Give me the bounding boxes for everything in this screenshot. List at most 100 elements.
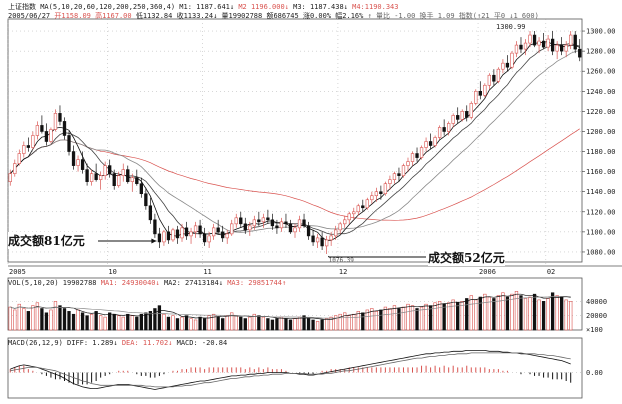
- candle-up: [31, 135, 35, 148]
- volume-bar: [153, 308, 157, 331]
- volume-bar: [496, 295, 501, 331]
- volume-bar: [550, 292, 555, 331]
- x-tick-label: 2005: [9, 268, 26, 276]
- volume-bar: [44, 312, 49, 331]
- candle-up: [564, 44, 568, 52]
- volume-bar: [144, 312, 148, 331]
- candle-down: [306, 225, 311, 237]
- candle-down: [67, 135, 71, 152]
- amp-label: 幅2.16%: [335, 12, 364, 20]
- volume-bar: [80, 312, 85, 331]
- volume-bar: [230, 312, 234, 331]
- volume-bar: [135, 316, 139, 331]
- volume-bar: [198, 316, 202, 331]
- y-tick-label: 1140.00: [586, 188, 616, 196]
- candle-down: [465, 111, 469, 118]
- volume-bar: [13, 309, 17, 331]
- candle-up: [546, 38, 550, 48]
- volume-bar: [17, 303, 21, 331]
- candle-down: [311, 235, 315, 243]
- candle-up: [103, 165, 107, 176]
- volume-bar: [510, 293, 514, 331]
- volume-bar: [370, 308, 374, 331]
- volume-bar: [397, 308, 401, 331]
- volume-bar: [532, 293, 537, 331]
- candle-down: [126, 169, 130, 182]
- vol-ma3-label: MA3: 29851744↑: [227, 279, 287, 287]
- volume-bar: [98, 315, 103, 331]
- candle-down: [284, 221, 288, 225]
- candle-down: [157, 233, 162, 243]
- candle-down: [578, 48, 582, 58]
- volume-bar: [569, 301, 573, 331]
- volume-bar: [275, 318, 279, 331]
- volume-bar: [284, 318, 288, 331]
- volume-bar: [456, 302, 460, 331]
- ma4-label: M4:1190.343: [352, 3, 399, 11]
- candle-down: [320, 237, 324, 247]
- y-tick-label: 1180.00: [586, 148, 616, 156]
- candle-down: [58, 113, 62, 122]
- volume-bar: [505, 296, 510, 331]
- candle-down: [243, 223, 247, 231]
- candle-down: [62, 121, 67, 136]
- candle-up: [329, 235, 333, 241]
- candle-up: [483, 84, 487, 96]
- ma1-label: M1: 1187.641↓: [179, 3, 235, 11]
- volume-bar: [221, 318, 225, 331]
- candle-down: [550, 38, 555, 52]
- volume-bar: [474, 299, 478, 331]
- candle-up: [279, 221, 284, 229]
- macd-header: MACD(26,12,9) DIFF: 1.289↓ DEA: 11.702↓ …: [8, 339, 227, 347]
- candle-down: [428, 141, 433, 146]
- volume-bar: [117, 315, 121, 331]
- candle-down: [148, 205, 153, 221]
- volume-bar: [541, 301, 546, 331]
- candle-up: [315, 237, 320, 243]
- volume-bar: [460, 301, 464, 331]
- candle-up: [230, 223, 234, 235]
- candle-up: [35, 125, 40, 136]
- candle-down: [519, 44, 523, 50]
- candle-up: [419, 147, 424, 158]
- candle-down: [216, 227, 220, 233]
- volume-bar: [193, 319, 198, 331]
- candle-up: [324, 239, 329, 247]
- open-label: 开1158.09: [54, 12, 91, 20]
- x-tick-label: 11: [203, 268, 211, 276]
- arrow-head-left: [151, 238, 157, 244]
- candle-up: [501, 62, 505, 70]
- volume-label: 量19902788: [221, 12, 263, 20]
- candle-down: [221, 231, 225, 239]
- volume-bar: [465, 298, 469, 331]
- volume-bar: [148, 311, 153, 331]
- candle-up: [401, 165, 406, 176]
- panel-frame: [7, 337, 583, 399]
- volume-bar: [94, 311, 98, 331]
- volume-bar: [501, 292, 505, 331]
- candle-up: [53, 113, 58, 130]
- macd-value-label: MACD: -20.84: [176, 339, 228, 347]
- volume-bar: [67, 311, 71, 331]
- x-tick-label: 02: [547, 268, 555, 276]
- candle-down: [302, 219, 306, 227]
- candle-up: [207, 235, 211, 243]
- volume-bar: [121, 316, 125, 331]
- y-tick-label: 1280.00: [586, 48, 616, 56]
- candle-up: [569, 34, 573, 46]
- volume-ma5-line: [10, 293, 571, 321]
- volume-bar: [311, 319, 315, 331]
- price-low-label: 1076.39: [329, 257, 355, 264]
- volume-bar: [175, 318, 180, 331]
- y-tick-label: 1260.00: [586, 68, 616, 76]
- volume-bar: [365, 309, 369, 331]
- candle-down: [139, 183, 143, 195]
- candle-up: [451, 115, 455, 124]
- candle-down: [85, 169, 89, 182]
- volume-bar: [243, 318, 247, 331]
- volume-bar: [302, 315, 306, 331]
- candle-up: [537, 40, 541, 46]
- y-tick-label: 1200.00: [586, 128, 616, 136]
- change-label: 涨0.00%: [302, 12, 332, 20]
- candle-up: [17, 153, 21, 164]
